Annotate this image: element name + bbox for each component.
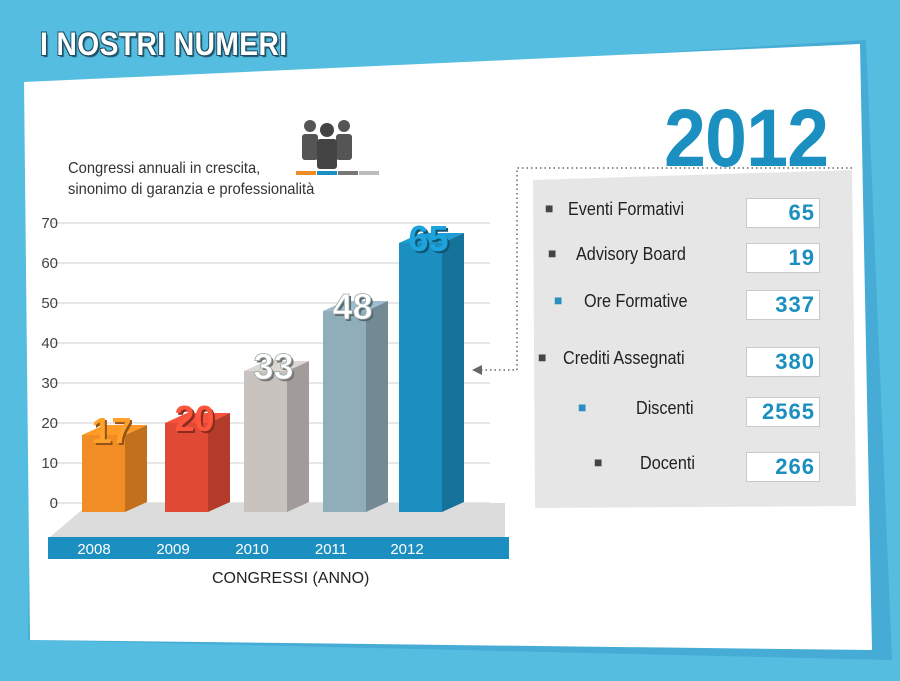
bar — [244, 371, 287, 512]
stat-value-box: 19 — [746, 243, 820, 273]
y-tick-label: 30 — [41, 375, 58, 392]
stat-label: Eventi Formativi — [568, 199, 685, 219]
bar-side — [287, 361, 309, 512]
bar-top — [82, 425, 147, 435]
y-tick-label: 20 — [41, 415, 58, 432]
y-tick-label: 50 — [41, 295, 58, 312]
bar-top — [244, 361, 309, 371]
y-tick-label: 40 — [41, 335, 58, 352]
x-tick-label: 2012 — [390, 541, 423, 558]
stat-value: 266 — [775, 454, 815, 479]
page-title: I NOSTRI NUMERI — [40, 26, 288, 62]
stat-label: Advisory Board — [576, 244, 686, 264]
bar-value-label: 65 — [408, 218, 448, 259]
bar-value-label-shadow: 17 — [93, 412, 133, 453]
stat-value-box: 380 — [746, 347, 820, 377]
y-tick-label: 70 — [41, 215, 58, 232]
bar — [399, 243, 442, 512]
stat-value: 2565 — [762, 399, 815, 424]
bar-side — [208, 413, 230, 512]
x-tick-label: 2011 — [315, 541, 347, 558]
stat-value: 19 — [788, 245, 815, 270]
bar-value-label: 17 — [91, 410, 131, 451]
stat-label: Ore Formative — [584, 291, 688, 311]
subtitle-line-1: Congressi annuali in crescita, — [68, 160, 261, 177]
x-axis-label: CONGRESSI (ANNO) — [212, 570, 370, 587]
bar-value-label: 20 — [174, 398, 214, 439]
teacher-icon: ■ — [594, 454, 603, 470]
board-icon: ■ — [548, 245, 557, 261]
highlight-year: 2012 — [664, 93, 829, 184]
stat-label: Crediti Assegnati — [563, 348, 685, 368]
bar — [323, 311, 366, 512]
bar-value-label-shadow: 48 — [334, 288, 374, 329]
bar-side — [442, 233, 464, 512]
bar — [82, 435, 125, 512]
students-icon: ■ — [578, 399, 587, 415]
subtitle-line-2: sinonimo di garanzia e professionalità — [68, 181, 315, 198]
bar — [165, 423, 208, 512]
bar-top — [323, 301, 388, 311]
bar-value-label-shadow: 33 — [255, 348, 295, 389]
x-axis-band — [48, 537, 509, 559]
stat-value: 65 — [788, 200, 815, 225]
certificate-icon: ■ — [538, 349, 547, 365]
stat-value-box: 65 — [746, 198, 820, 228]
x-tick-label: 2008 — [77, 541, 110, 558]
y-tick-label: 60 — [41, 255, 58, 272]
bar-value-label-shadow: 20 — [176, 400, 216, 441]
stat-label: Docenti — [640, 453, 695, 473]
bar-side — [366, 301, 388, 512]
bar-value-label: 48 — [332, 286, 372, 327]
x-tick-label: 2010 — [235, 541, 268, 558]
stat-label: Discenti — [636, 398, 694, 418]
y-tick-label: 0 — [50, 495, 58, 512]
presenter-icon: ■ — [545, 200, 554, 216]
y-tick-label: 10 — [41, 455, 58, 472]
bar-top — [399, 233, 464, 243]
bar-value-label: 33 — [253, 346, 293, 387]
stat-value: 337 — [775, 292, 815, 317]
stat-value-box: 2565 — [746, 397, 820, 427]
bar-side — [125, 425, 147, 512]
chart-subtitle: Congressi annuali in crescita, sinonimo … — [68, 158, 314, 200]
chart-floor — [50, 503, 505, 537]
runner-icon: ■ — [554, 292, 563, 308]
x-tick-label: 2009 — [156, 541, 189, 558]
bar-value-label-shadow: 65 — [410, 220, 450, 261]
stat-value-box: 266 — [746, 452, 820, 482]
group-icon — [296, 120, 379, 175]
stat-value: 380 — [775, 349, 815, 374]
bar-top — [165, 413, 230, 423]
stat-value-box: 337 — [746, 290, 820, 320]
